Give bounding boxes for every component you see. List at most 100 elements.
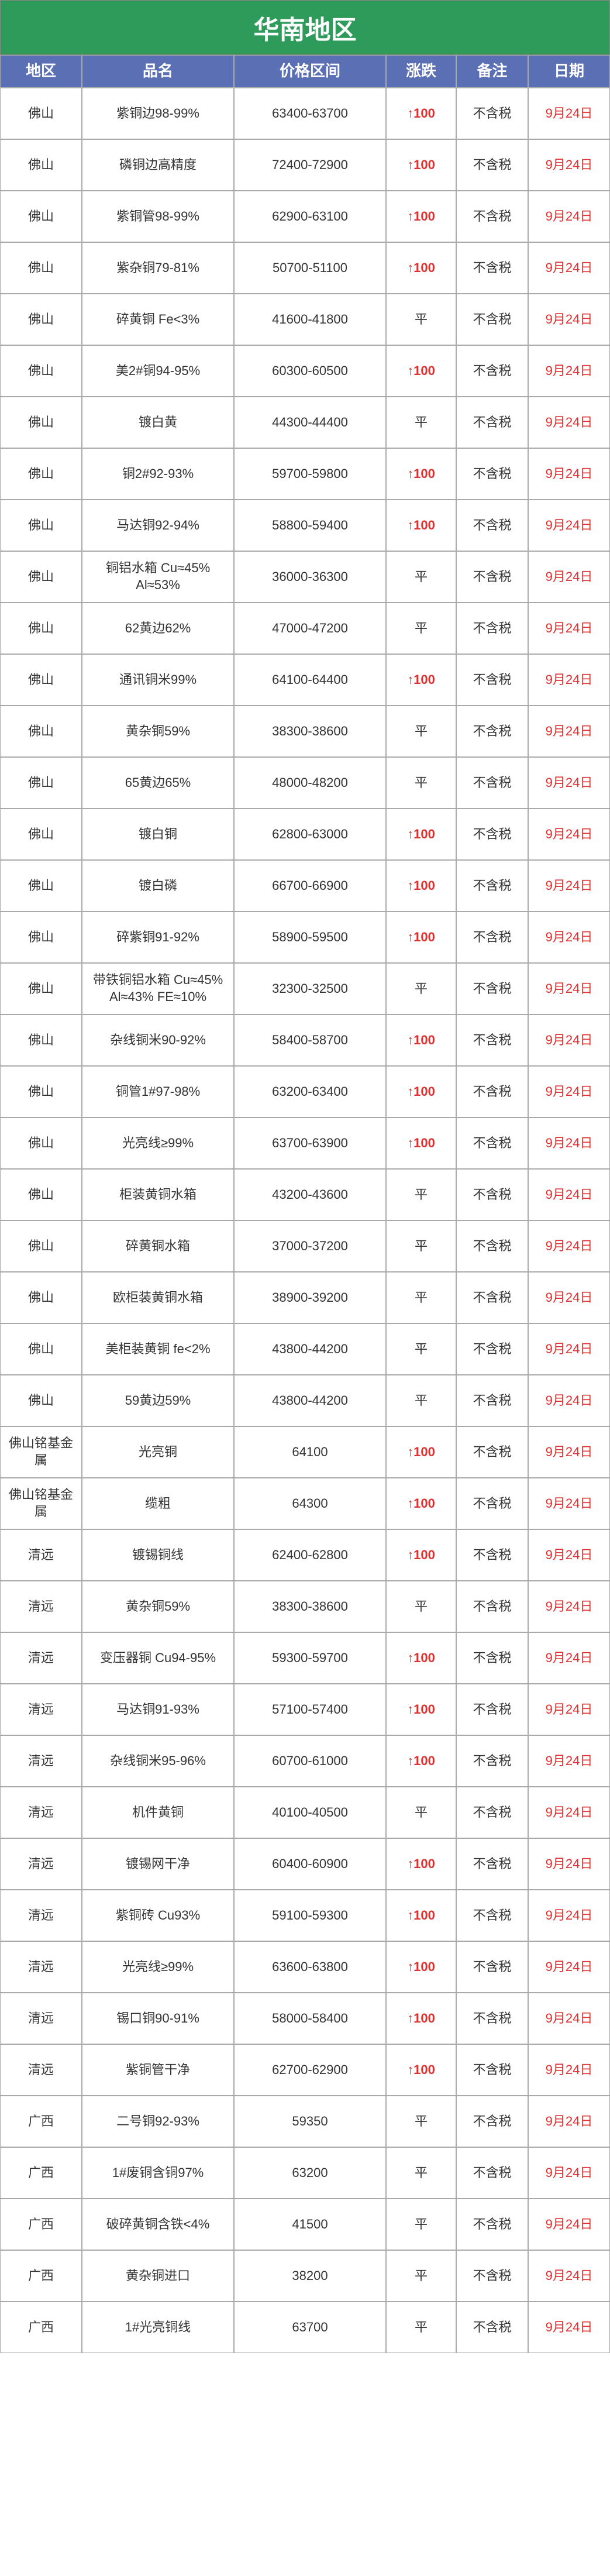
cell-date: 9月24日: [528, 1581, 610, 1632]
cell-product: 带铁铜铝水箱 Cu≈45% Al≈43% FE≈10%: [82, 963, 234, 1014]
cell-price: 38900-39200: [234, 1272, 386, 1323]
cell-note: 不含税: [456, 1838, 528, 1890]
cell-change: 平: [386, 2199, 456, 2250]
cell-region: 佛山: [0, 1066, 82, 1117]
cell-product: 59黄边59%: [82, 1375, 234, 1426]
table-row: 清远变压器铜 Cu94-95%59300-59700↑100不含税9月24日: [0, 1632, 610, 1684]
cell-note: 不含税: [456, 1941, 528, 1993]
cell-change: ↑100: [386, 500, 456, 551]
cell-date: 9月24日: [528, 809, 610, 860]
cell-product: 62黄边62%: [82, 603, 234, 654]
cell-price: 58000-58400: [234, 1993, 386, 2044]
cell-product: 铜铝水箱 Cu≈45% Al≈53%: [82, 551, 234, 603]
table-row: 佛山碎黄铜 Fe<3%41600-41800平不含税9月24日: [0, 294, 610, 345]
cell-price: 62400-62800: [234, 1529, 386, 1581]
cell-change: ↑100: [386, 1117, 456, 1169]
cell-region: 佛山: [0, 654, 82, 706]
cell-change: ↑100: [386, 242, 456, 294]
cell-price: 58800-59400: [234, 500, 386, 551]
cell-date: 9月24日: [528, 1993, 610, 2044]
cell-note: 不含税: [456, 448, 528, 500]
cell-date: 9月24日: [528, 139, 610, 191]
cell-change: 平: [386, 2250, 456, 2302]
cell-date: 9月24日: [528, 1684, 610, 1735]
header-price: 价格区间: [234, 55, 386, 88]
cell-region: 佛山: [0, 242, 82, 294]
table-row: 清远紫铜管干净62700-62900↑100不含税9月24日: [0, 2044, 610, 2096]
table-row: 佛山美柜装黄铜 fe<2%43800-44200平不含税9月24日: [0, 1323, 610, 1375]
table-row: 清远紫铜砖 Cu93%59100-59300↑100不含税9月24日: [0, 1890, 610, 1941]
cell-note: 不含税: [456, 1581, 528, 1632]
cell-region: 佛山: [0, 1014, 82, 1066]
cell-product: 光亮线≥99%: [82, 1117, 234, 1169]
price-table-container: 华南地区 地区 品名 价格区间 涨跌 备注 日期 佛山紫铜边98-99%6340…: [0, 0, 610, 2353]
cell-region: 佛山: [0, 757, 82, 809]
cell-region: 佛山: [0, 345, 82, 397]
cell-price: 60400-60900: [234, 1838, 386, 1890]
cell-product: 紫铜边98-99%: [82, 88, 234, 139]
cell-note: 不含税: [456, 1220, 528, 1272]
cell-region: 广西: [0, 2250, 82, 2302]
cell-product: 二号铜92-93%: [82, 2096, 234, 2147]
cell-change: ↑100: [386, 1426, 456, 1478]
cell-product: 碎黄铜 Fe<3%: [82, 294, 234, 345]
cell-change: 平: [386, 1169, 456, 1220]
table-row: 佛山杂线铜米90-92%58400-58700↑100不含税9月24日: [0, 1014, 610, 1066]
cell-date: 9月24日: [528, 1838, 610, 1890]
cell-note: 不含税: [456, 191, 528, 242]
cell-note: 不含税: [456, 2302, 528, 2353]
cell-price: 43800-44200: [234, 1323, 386, 1375]
cell-note: 不含税: [456, 1529, 528, 1581]
cell-note: 不含税: [456, 397, 528, 448]
cell-note: 不含税: [456, 706, 528, 757]
cell-product: 变压器铜 Cu94-95%: [82, 1632, 234, 1684]
table-row: 广西1#光亮铜线63700平不含税9月24日: [0, 2302, 610, 2353]
table-row: 佛山62黄边62%47000-47200平不含税9月24日: [0, 603, 610, 654]
cell-change: 平: [386, 2302, 456, 2353]
cell-change: 平: [386, 2096, 456, 2147]
cell-change: ↑100: [386, 191, 456, 242]
table-row: 佛山美2#铜94-95%60300-60500↑100不含税9月24日: [0, 345, 610, 397]
cell-note: 不含税: [456, 551, 528, 603]
cell-product: 镀白黄: [82, 397, 234, 448]
table-row: 清远马达铜91-93%57100-57400↑100不含税9月24日: [0, 1684, 610, 1735]
cell-product: 1#废铜含铜97%: [82, 2147, 234, 2199]
cell-date: 9月24日: [528, 1323, 610, 1375]
cell-region: 佛山: [0, 1220, 82, 1272]
cell-note: 不含税: [456, 1014, 528, 1066]
cell-price: 72400-72900: [234, 139, 386, 191]
cell-region: 佛山: [0, 448, 82, 500]
cell-region: 佛山: [0, 1272, 82, 1323]
cell-note: 不含税: [456, 1066, 528, 1117]
cell-region: 佛山: [0, 860, 82, 912]
cell-change: ↑100: [386, 1066, 456, 1117]
cell-product: 黄杂铜59%: [82, 1581, 234, 1632]
cell-price: 44300-44400: [234, 397, 386, 448]
cell-region: 佛山铭基金属: [0, 1426, 82, 1478]
cell-date: 9月24日: [528, 1066, 610, 1117]
cell-region: 清远: [0, 1787, 82, 1838]
cell-region: 清远: [0, 1941, 82, 1993]
cell-change: 平: [386, 1220, 456, 1272]
table-row: 佛山紫杂铜79-81%50700-51100↑100不含税9月24日: [0, 242, 610, 294]
cell-product: 破碎黄铜含铁<4%: [82, 2199, 234, 2250]
table-row: 清远光亮线≥99%63600-63800↑100不含税9月24日: [0, 1941, 610, 1993]
cell-region: 清远: [0, 1993, 82, 2044]
cell-date: 9月24日: [528, 1272, 610, 1323]
cell-product: 紫铜管干净: [82, 2044, 234, 2096]
cell-change: ↑100: [386, 1993, 456, 2044]
cell-price: 64100-64400: [234, 654, 386, 706]
cell-change: ↑100: [386, 1478, 456, 1529]
region-title: 华南地区: [0, 0, 610, 55]
cell-price: 62800-63000: [234, 809, 386, 860]
cell-note: 不含税: [456, 500, 528, 551]
cell-date: 9月24日: [528, 1478, 610, 1529]
cell-date: 9月24日: [528, 1941, 610, 1993]
cell-note: 不含税: [456, 2199, 528, 2250]
cell-change: ↑100: [386, 1941, 456, 1993]
cell-date: 9月24日: [528, 1117, 610, 1169]
cell-region: 清远: [0, 1890, 82, 1941]
cell-product: 铜2#92-93%: [82, 448, 234, 500]
cell-price: 43200-43600: [234, 1169, 386, 1220]
cell-note: 不含税: [456, 1169, 528, 1220]
